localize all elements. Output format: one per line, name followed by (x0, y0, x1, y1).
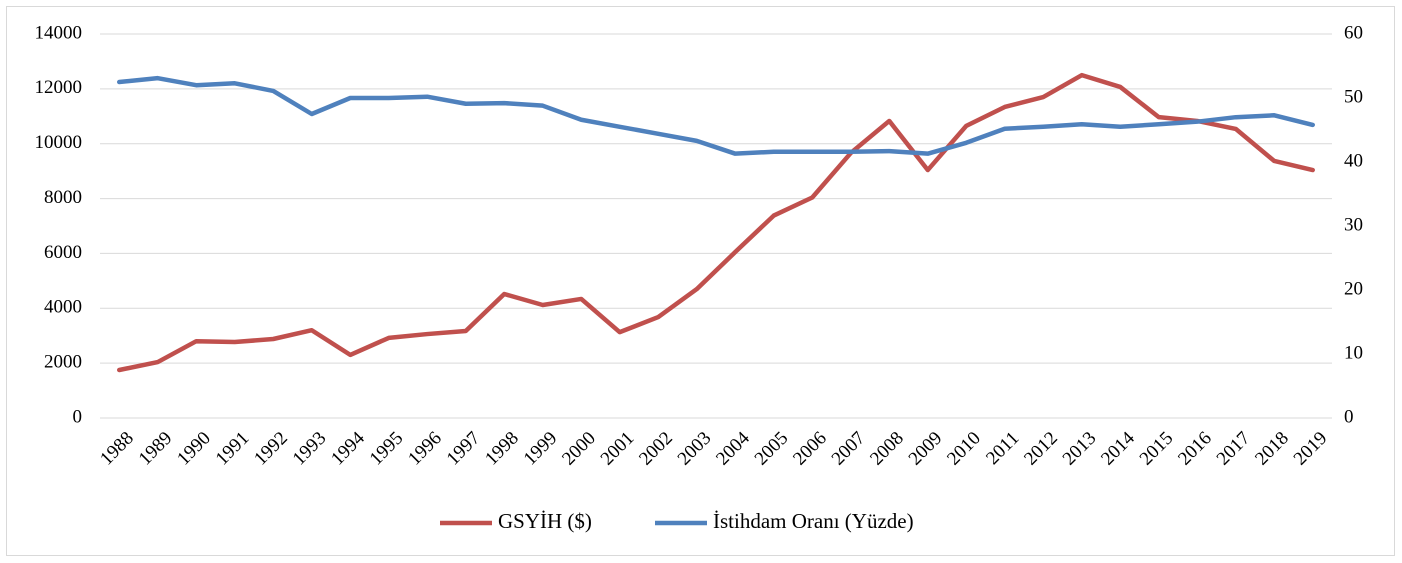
legend-label: İstihdam Oranı (Yüzde) (713, 509, 914, 533)
y2-tick-label: 30 (1344, 214, 1363, 235)
y2-tick-label: 50 (1344, 86, 1363, 107)
series-line (117, 75, 1315, 156)
y-tick-label: 2000 (44, 352, 82, 373)
y-tick-label: 6000 (44, 242, 82, 263)
y2-tick-label: 60 (1344, 22, 1363, 43)
y2-tick-label: 20 (1344, 278, 1363, 299)
legend-label: GSYİH ($) (498, 509, 592, 533)
y2-tick-label: 40 (1344, 150, 1363, 171)
y-tick-label: 14000 (35, 22, 83, 43)
y-tick-label: 10000 (35, 132, 83, 153)
y2-tick-label: 10 (1344, 342, 1363, 363)
y-tick-label: 4000 (44, 297, 82, 318)
chart-border (6, 6, 1395, 556)
y-tick-label: 0 (73, 406, 83, 427)
y2-tick-label: 0 (1344, 406, 1354, 427)
y-tick-label: 8000 (44, 187, 82, 208)
series-line (117, 72, 1315, 373)
y-tick-label: 12000 (35, 77, 83, 98)
